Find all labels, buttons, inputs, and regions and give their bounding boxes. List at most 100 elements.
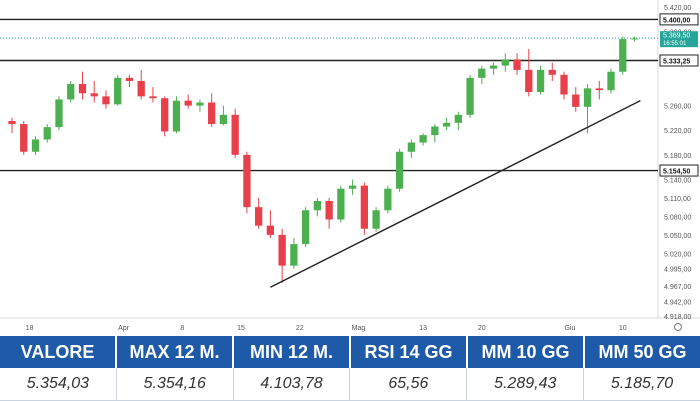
candle-body	[219, 114, 228, 125]
candle-body	[489, 65, 498, 69]
y-tick-label: 4.918,00	[664, 314, 691, 321]
candle-body	[161, 98, 169, 132]
x-tick-label: Giu	[564, 325, 575, 332]
x-tick-label: 20	[478, 325, 486, 332]
candle-body	[384, 188, 392, 211]
candles-layer	[8, 36, 639, 283]
candle-body	[102, 96, 110, 105]
y-tick-label: 5.420,00	[664, 5, 691, 12]
candle-body	[78, 84, 87, 94]
candle-body	[407, 142, 415, 152]
candle-body	[442, 122, 451, 127]
x-tick-label: 10	[619, 325, 627, 332]
level-label-box	[659, 54, 699, 67]
candle-body	[172, 100, 181, 132]
y-tick-label: 4.942,00	[664, 299, 691, 306]
candle-body	[255, 207, 263, 226]
candle-body	[348, 185, 357, 189]
stats-value-row: 5.354,03 5.354,16 4.103,78 65,56 5.289,4…	[0, 368, 700, 401]
candle-body	[184, 100, 192, 106]
stats-table: VALORE MAX 12 M. MIN 12 M. RSI 14 GG MM …	[0, 336, 700, 401]
x-tick-label: 13	[419, 325, 427, 332]
candle-body	[466, 77, 474, 115]
level-label-box	[659, 13, 699, 26]
stat-header-min-12m: MIN 12 M.	[234, 336, 351, 368]
stat-header-mm-10gg: MM 10 GG	[468, 336, 585, 368]
candle-body	[137, 80, 145, 97]
candle-body	[619, 39, 627, 72]
candle-body	[90, 93, 98, 97]
candle-body	[525, 69, 533, 93]
y-axis: 5.420,005.380,005.333,255.260,005.220,00…	[659, 5, 699, 321]
y-tick-label: 5.080,00	[664, 214, 691, 221]
stat-header-rsi-14gg: RSI 14 GG	[351, 336, 468, 368]
candle-body	[395, 151, 404, 189]
candle-body	[572, 94, 580, 107]
stat-value-min-12m: 4.103,78	[234, 368, 351, 400]
stat-value-max-12m: 5.354,16	[117, 368, 234, 400]
candle-body	[337, 188, 345, 220]
x-tick-label: Mag	[352, 325, 366, 332]
candle-body	[607, 71, 615, 91]
x-tick-label: 8	[180, 325, 184, 332]
candle-body	[266, 225, 275, 235]
x-tick-label: 18	[26, 325, 34, 332]
level-label: 5.400,00	[663, 17, 690, 24]
candle-body	[196, 102, 204, 106]
y-tick-label: 4.967,00	[664, 284, 691, 291]
y-tick-label: 5.050,00	[664, 233, 691, 240]
candle-body	[454, 114, 462, 123]
current-price-label: 5.369,50	[663, 33, 690, 40]
level-label: 5.154,50	[663, 169, 690, 176]
candle-body	[313, 201, 322, 211]
candlestick-chart-svg[interactable]: 5.420,005.380,005.333,255.260,005.220,00…	[0, 0, 700, 336]
stat-header-valore: VALORE	[0, 336, 117, 368]
candle-body	[8, 120, 16, 125]
candle-body	[67, 84, 75, 100]
price-chart[interactable]: 5.420,005.380,005.333,255.260,005.220,00…	[0, 0, 700, 336]
y-tick-label: 5.110,00	[664, 196, 691, 203]
candle-body	[43, 127, 51, 140]
candle-body	[231, 114, 239, 155]
candle-body	[536, 69, 545, 93]
y-tick-label: 5.220,00	[664, 128, 691, 135]
level-label: 5.333,25	[663, 58, 690, 65]
candle-body	[560, 74, 568, 95]
candle-body	[20, 124, 28, 152]
candle-body	[501, 59, 509, 66]
trendline	[270, 100, 641, 288]
horizontal-levels-layer	[0, 18, 658, 172]
candle-body	[372, 210, 380, 229]
stats-header-row: VALORE MAX 12 M. MIN 12 M. RSI 14 GG MM …	[0, 336, 700, 368]
candle-body	[208, 102, 216, 125]
y-tick-label: 5.260,00	[664, 104, 691, 111]
current-price-time: 16:55:01	[663, 41, 687, 47]
current-price-label-box	[660, 31, 698, 48]
stat-header-max-12m: MAX 12 M.	[117, 336, 234, 368]
x-axis: 18 Apr 8 15 22 Mag 13 20 Giu 10	[26, 323, 682, 332]
candle-body	[325, 201, 333, 220]
candle-body	[595, 88, 603, 91]
candle-body	[630, 38, 639, 40]
y-tick-label: 5.140,00	[664, 177, 691, 184]
stat-value-valore: 5.354,03	[0, 368, 117, 400]
candle-body	[290, 244, 298, 266]
trendline-layer	[270, 100, 641, 288]
level-label-box	[659, 164, 699, 177]
candle-body	[149, 96, 157, 99]
candle-body	[583, 88, 592, 107]
y-tick-label: 5.180,00	[664, 153, 691, 160]
candle-body	[31, 139, 40, 152]
candle-body	[301, 210, 310, 245]
stat-value-mm-10gg: 5.289,43	[467, 368, 585, 400]
candle-body	[478, 68, 486, 78]
y-tick-label: 4.995,00	[664, 267, 691, 274]
candle-body	[419, 135, 427, 143]
x-tick-label: Apr	[118, 325, 130, 332]
candle-body	[55, 99, 63, 128]
candle-body	[360, 185, 369, 229]
x-tick-label: 15	[237, 325, 245, 332]
stat-value-rsi-14gg: 65,56	[350, 368, 468, 400]
candle-body	[125, 77, 134, 81]
candle-body	[243, 154, 251, 208]
